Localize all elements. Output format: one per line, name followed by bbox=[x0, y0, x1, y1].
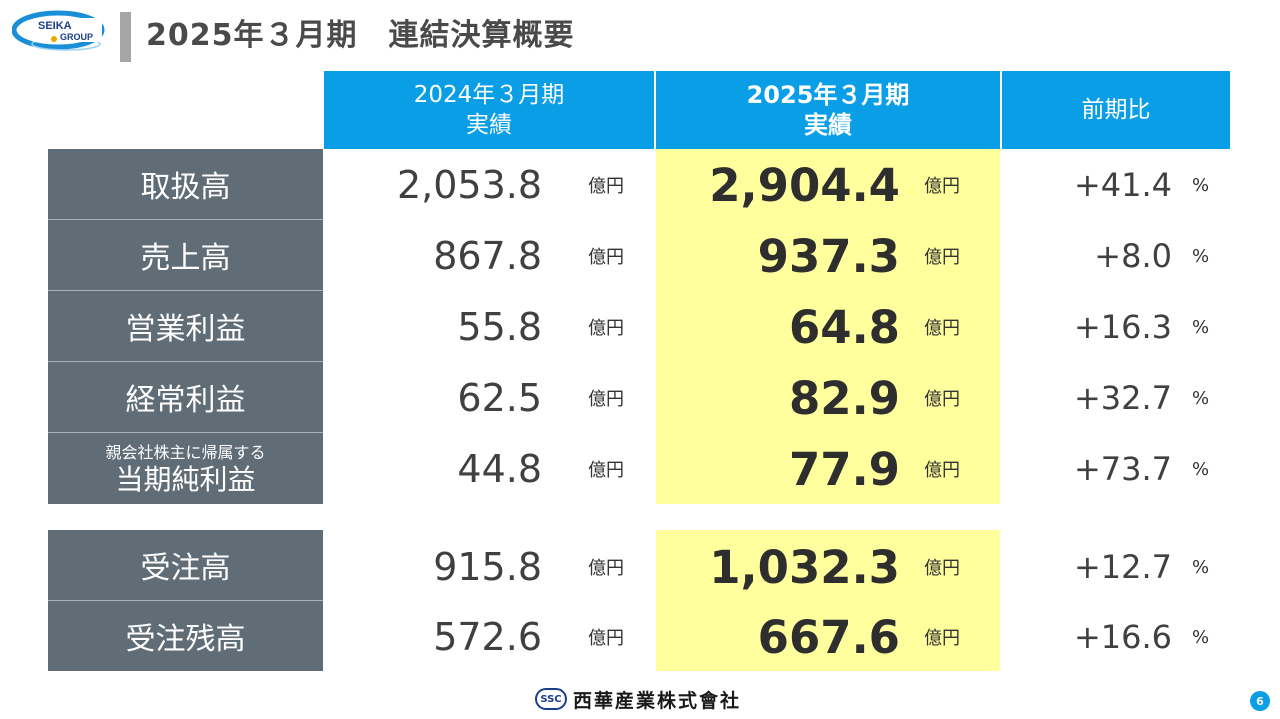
unit-percent: % bbox=[1192, 316, 1210, 338]
yoy-value-operating-income: +16.3 bbox=[1073, 308, 1172, 346]
row-label-net-income: 親会社株主に帰属する 当期純利益 bbox=[48, 433, 323, 504]
row-label-text: 経常利益 bbox=[125, 383, 246, 418]
prev-value-net-income: 44.8 bbox=[457, 447, 542, 491]
curr-value-transaction-volume: 2,904.4 bbox=[709, 158, 900, 212]
row-label-text: 取扱高 bbox=[140, 170, 231, 205]
unit-percent: % bbox=[1192, 556, 1210, 578]
header-current-year: 2025年３月期 実績 bbox=[656, 71, 1000, 149]
header-current-year-line1: 2025年３月期 bbox=[746, 81, 910, 109]
page-number: 6 bbox=[1250, 691, 1270, 711]
unit-percent: % bbox=[1192, 245, 1210, 267]
row-label-text: 売上高 bbox=[140, 241, 231, 276]
logo-text-seika: SEIKA bbox=[38, 20, 72, 32]
header-prev-year-line1: 2024年３月期 bbox=[413, 82, 565, 108]
unit-oku-yen: 億円 bbox=[924, 176, 960, 197]
curr-value-order-backlog: 667.6 bbox=[757, 610, 900, 664]
curr-value-orders-received: 1,032.3 bbox=[709, 540, 900, 594]
yoy-value-orders-received: +12.7 bbox=[1073, 548, 1172, 586]
unit-oku-yen: 億円 bbox=[588, 389, 624, 410]
prev-value-net-sales: 867.8 bbox=[433, 234, 542, 278]
header-yoy-label: 前期比 bbox=[1081, 97, 1151, 123]
row-label-subtext: 親会社株主に帰属する bbox=[105, 442, 266, 462]
row-label-ordinary-income: 経常利益 bbox=[48, 362, 323, 433]
unit-oku-yen: 億円 bbox=[924, 389, 960, 410]
row-label-net-sales: 売上高 bbox=[48, 220, 323, 291]
page-title: 2025年３月期 連結決算概要 bbox=[146, 18, 575, 53]
unit-oku-yen: 億円 bbox=[588, 558, 624, 579]
curr-value-ordinary-income: 82.9 bbox=[788, 371, 900, 425]
unit-percent: % bbox=[1192, 626, 1210, 648]
title-accent-bar bbox=[120, 12, 131, 62]
unit-oku-yen: 億円 bbox=[924, 628, 960, 649]
unit-oku-yen: 億円 bbox=[588, 628, 624, 649]
prev-value-orders-received: 915.8 bbox=[433, 545, 542, 589]
row-label-text: 受注高 bbox=[140, 551, 231, 586]
company-name: 西華産業株式會社 bbox=[573, 689, 742, 712]
seika-group-logo: SEIKA GROUP bbox=[12, 10, 105, 51]
unit-percent: % bbox=[1192, 458, 1210, 480]
yoy-value-ordinary-income: +32.7 bbox=[1073, 379, 1172, 417]
curr-value-net-sales: 937.3 bbox=[757, 229, 900, 283]
row-label-orders-received: 受注高 bbox=[48, 530, 323, 601]
footer-company: SSC 西華産業株式會社 bbox=[535, 686, 741, 712]
header-current-year-line2: 実績 bbox=[804, 111, 852, 139]
yoy-value-net-income: +73.7 bbox=[1073, 450, 1172, 488]
logo-text-group: GROUP bbox=[60, 32, 93, 42]
ssc-badge: SSC bbox=[535, 688, 567, 710]
prev-value-operating-income: 55.8 bbox=[457, 305, 542, 349]
curr-value-operating-income: 64.8 bbox=[788, 300, 900, 354]
unit-oku-yen: 億円 bbox=[588, 247, 624, 268]
row-label-text: 当期純利益 bbox=[115, 462, 256, 496]
header-prev-year: 2024年３月期 実績 bbox=[324, 71, 654, 149]
unit-percent: % bbox=[1192, 174, 1210, 196]
unit-oku-yen: 億円 bbox=[924, 318, 960, 339]
unit-oku-yen: 億円 bbox=[588, 460, 624, 481]
header-yoy: 前期比 bbox=[1002, 71, 1230, 149]
yoy-value-order-backlog: +16.6 bbox=[1073, 618, 1172, 656]
row-label-transaction-volume: 取扱高 bbox=[48, 149, 323, 220]
row-label-operating-income: 営業利益 bbox=[48, 291, 323, 362]
unit-oku-yen: 億円 bbox=[588, 176, 624, 197]
prev-value-ordinary-income: 62.5 bbox=[457, 376, 542, 420]
yoy-value-transaction-volume: +41.4 bbox=[1073, 166, 1172, 204]
yoy-value-net-sales: +8.0 bbox=[1094, 237, 1172, 275]
row-label-text: 営業利益 bbox=[125, 312, 246, 347]
row-label-text: 受注残高 bbox=[125, 622, 246, 657]
row-label-order-backlog: 受注残高 bbox=[48, 601, 323, 671]
unit-percent: % bbox=[1192, 387, 1210, 409]
prev-value-transaction-volume: 2,053.8 bbox=[396, 163, 542, 207]
current-year-highlight-main bbox=[656, 149, 1000, 504]
unit-oku-yen: 億円 bbox=[924, 247, 960, 268]
header-prev-year-line2: 実績 bbox=[466, 112, 512, 138]
unit-oku-yen: 億円 bbox=[924, 558, 960, 579]
current-year-highlight-orders bbox=[656, 530, 1000, 671]
curr-value-net-income: 77.9 bbox=[788, 442, 900, 496]
unit-oku-yen: 億円 bbox=[588, 318, 624, 339]
unit-oku-yen: 億円 bbox=[924, 460, 960, 481]
prev-value-order-backlog: 572.6 bbox=[433, 615, 542, 659]
